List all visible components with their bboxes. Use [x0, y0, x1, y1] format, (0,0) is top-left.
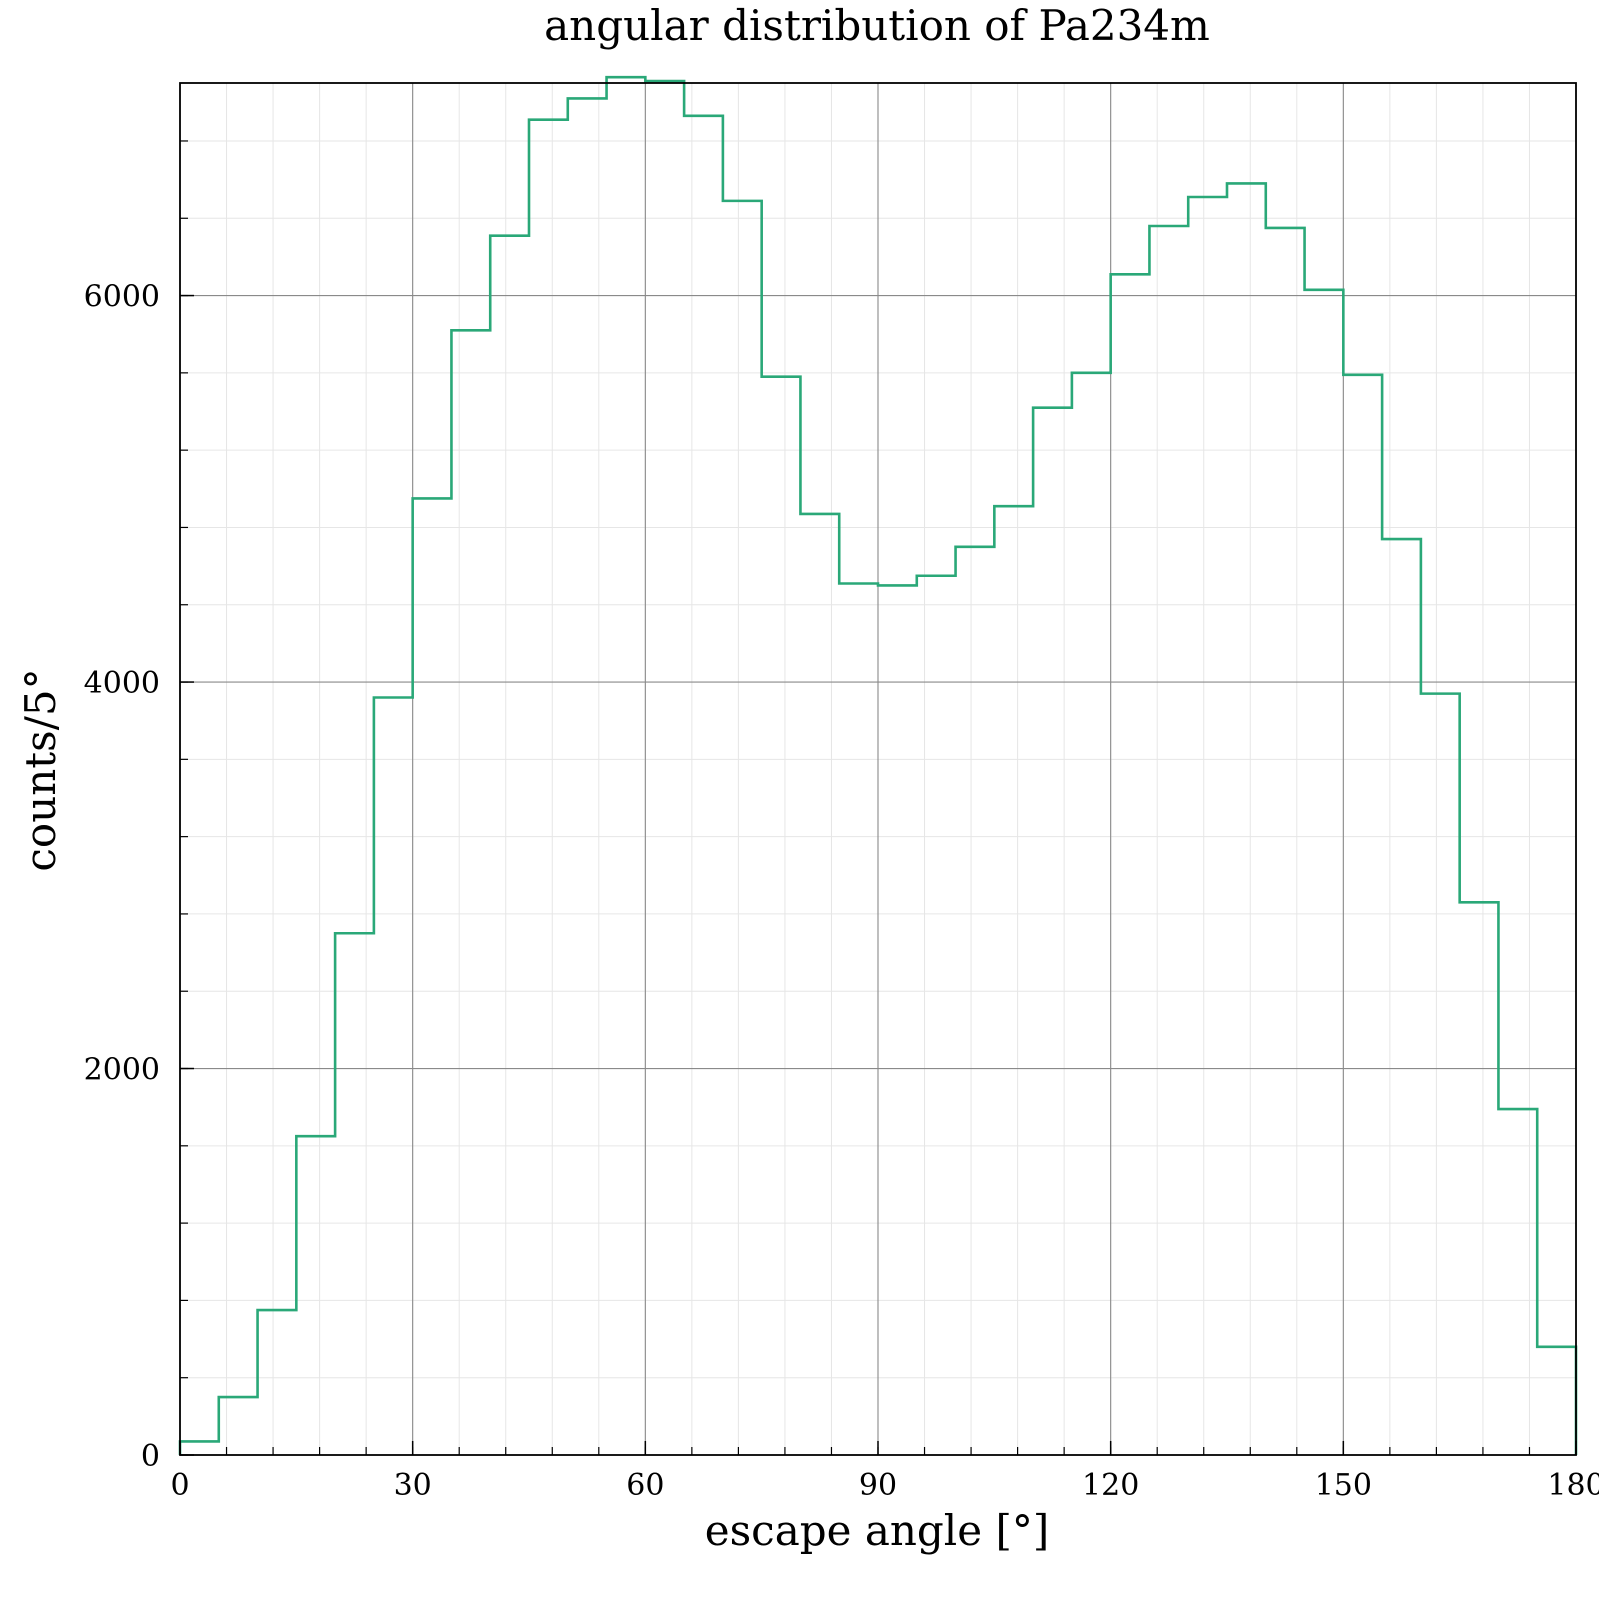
- tick-marks: [179, 140, 1577, 1456]
- x-tick-label: 180: [1547, 1468, 1599, 1503]
- y-tick-label: 2000: [84, 1053, 160, 1088]
- x-tick-label: 30: [394, 1468, 432, 1503]
- y-tick-label: 6000: [84, 280, 160, 315]
- histogram-step-line: [178, 75, 1578, 1455]
- x-tick-label: 150: [1315, 1468, 1372, 1503]
- major-grid: [179, 83, 1577, 1456]
- x-tick-label: 0: [170, 1468, 189, 1503]
- chart-title: angular distribution of Pa234m: [544, 1, 1210, 50]
- x-axis-label: escape angle [°]: [705, 1506, 1049, 1555]
- y-axis-label: counts/5°: [16, 668, 65, 871]
- x-tick-label: 60: [626, 1468, 664, 1503]
- y-tick-label: 4000: [84, 666, 160, 701]
- x-tick-label: 120: [1082, 1468, 1139, 1503]
- x-tick-label: 90: [859, 1468, 897, 1503]
- y-tick-label: 0: [141, 1439, 160, 1474]
- tick-labels: 0 30 60 90 120 150 180 0 2000 4000 6000: [84, 280, 1599, 1503]
- series-layer: [178, 75, 1578, 1455]
